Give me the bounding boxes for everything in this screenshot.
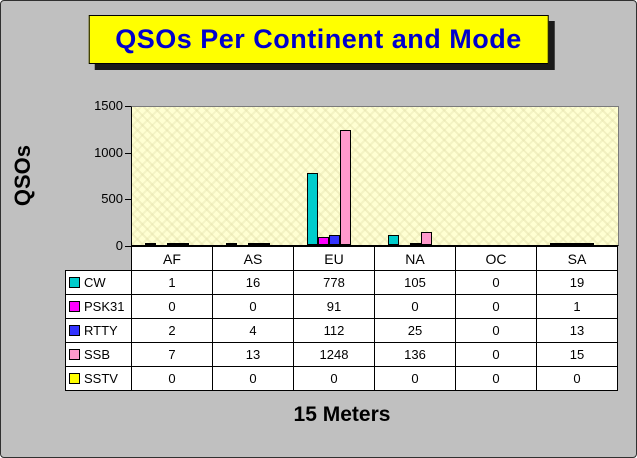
bar-psk31-sa xyxy=(561,243,572,245)
cw-legend-swatch-icon xyxy=(69,277,80,288)
table-corner-cell xyxy=(66,247,132,271)
sstv-legend-swatch-icon xyxy=(69,373,80,384)
bar-rtty-af xyxy=(167,243,178,245)
value-cell-cw-na: 105 xyxy=(374,270,456,295)
bar-rtty-na xyxy=(410,243,421,245)
value-cell-psk31-af: 0 xyxy=(131,294,213,319)
legend-cell-psk31: PSK31 xyxy=(65,294,132,319)
x-axis-title: 15 Meters xyxy=(293,403,391,426)
bar-cw-na xyxy=(388,235,399,245)
value-cell-rtty-as: 4 xyxy=(212,318,294,343)
value-cell-ssb-as: 13 xyxy=(212,342,294,367)
value-cell-cw-eu: 778 xyxy=(293,270,375,295)
value-cell-sstv-oc: 0 xyxy=(455,366,537,391)
bar-cw-af xyxy=(145,243,156,245)
category-header-eu: EU xyxy=(293,246,375,271)
table-row-sstv: SSTV 0 0 0 0 0 0 xyxy=(65,366,618,391)
series-label-ssb: SSB xyxy=(84,347,111,362)
ssb-legend-swatch-icon xyxy=(69,349,80,360)
bar-ssb-eu xyxy=(340,130,351,245)
value-cell-rtty-na: 25 xyxy=(374,318,456,343)
value-cell-sstv-af: 0 xyxy=(131,366,213,391)
bar-psk31-eu xyxy=(318,237,329,245)
y-axis-title-wrap: QSOs xyxy=(3,101,43,251)
value-cell-ssb-af: 7 xyxy=(131,342,213,367)
category-header-na: NA xyxy=(374,246,456,271)
table-row-rtty: RTTY 2 4 112 25 0 13 xyxy=(65,318,618,343)
value-cell-rtty-af: 2 xyxy=(131,318,213,343)
value-cell-cw-af: 1 xyxy=(131,270,213,295)
bar-cw-as xyxy=(226,243,237,245)
value-cell-rtty-sa: 13 xyxy=(536,318,618,343)
bar-cw-eu xyxy=(307,173,318,245)
value-cell-ssb-na: 136 xyxy=(374,342,456,367)
psk31-legend-swatch-icon xyxy=(69,301,80,312)
table-row-cw: CW 1 16 778 105 0 19 xyxy=(65,270,618,295)
y-axis-title: QSOs xyxy=(10,145,35,207)
value-cell-cw-oc: 0 xyxy=(455,270,537,295)
value-cell-psk31-oc: 0 xyxy=(455,294,537,319)
chart-title-box: QSOs Per Continent and Mode xyxy=(88,15,549,64)
value-cell-cw-as: 16 xyxy=(212,270,294,295)
value-cell-rtty-oc: 0 xyxy=(455,318,537,343)
value-cell-ssb-sa: 15 xyxy=(536,342,618,367)
series-label-psk31: PSK31 xyxy=(84,299,125,314)
value-cell-psk31-na: 0 xyxy=(374,294,456,319)
legend-cell-rtty: RTTY xyxy=(65,318,132,343)
series-label-cw: CW xyxy=(84,275,106,290)
value-cell-ssb-oc: 0 xyxy=(455,342,537,367)
series-label-rtty: RTTY xyxy=(84,323,118,338)
legend-cell-ssb: SSB xyxy=(65,342,132,367)
value-cell-sstv-sa: 0 xyxy=(536,366,618,391)
bar-rtty-as xyxy=(248,243,259,245)
value-cell-psk31-sa: 1 xyxy=(536,294,618,319)
bar-ssb-sa xyxy=(583,243,594,245)
value-cell-sstv-as: 0 xyxy=(212,366,294,391)
series-label-sstv: SSTV xyxy=(84,371,118,386)
category-header-as: AS xyxy=(212,246,294,271)
category-header-sa: SA xyxy=(536,246,618,271)
bar-ssb-na xyxy=(421,232,432,245)
bar-cw-sa xyxy=(550,243,561,245)
category-header-af: AF xyxy=(131,246,213,271)
value-cell-psk31-eu: 91 xyxy=(293,294,375,319)
plot-area xyxy=(131,106,619,246)
rtty-legend-swatch-icon xyxy=(69,325,80,336)
table-row-ssb: SSB 7 13 1248 136 0 15 xyxy=(65,342,618,367)
value-cell-ssb-eu: 1248 xyxy=(293,342,375,367)
table-row-psk31: PSK31 0 0 91 0 0 1 xyxy=(65,294,618,319)
bar-rtty-eu xyxy=(329,235,340,245)
bar-ssb-af xyxy=(178,243,189,245)
legend-cell-sstv: SSTV xyxy=(65,366,132,391)
value-cell-rtty-eu: 112 xyxy=(293,318,375,343)
value-cell-psk31-as: 0 xyxy=(212,294,294,319)
table-header-row: AF AS EU NA OC SA xyxy=(66,246,618,271)
chart-title: QSOs Per Continent and Mode xyxy=(115,24,522,54)
category-header-oc: OC xyxy=(455,246,537,271)
bar-rtty-sa xyxy=(572,243,583,245)
y-tick-label-1000: 1000 xyxy=(94,145,123,160)
value-cell-cw-sa: 19 xyxy=(536,270,618,295)
legend-cell-cw: CW xyxy=(65,270,132,295)
value-cell-sstv-na: 0 xyxy=(374,366,456,391)
bar-ssb-as xyxy=(259,243,270,245)
y-tick-label-500: 500 xyxy=(101,191,123,206)
value-cell-sstv-eu: 0 xyxy=(293,366,375,391)
y-tick-label-1500: 1500 xyxy=(94,98,123,113)
data-table: AF AS EU NA OC SA CW 1 16 778 105 0 19 P… xyxy=(65,246,618,391)
